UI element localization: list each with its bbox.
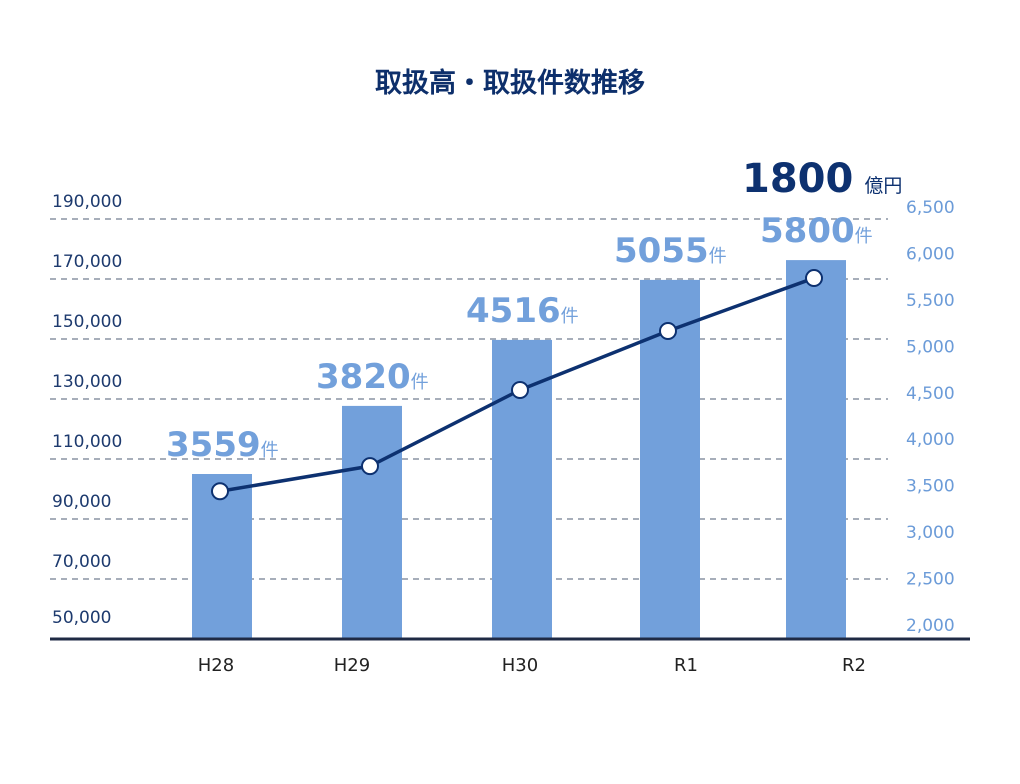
data-label-unit: 件 [561,306,579,327]
line-series [211,269,823,501]
left-tick-label: 190,000 [52,192,122,212]
data-label-value: 3559 [166,425,261,465]
data-label-value: 5800 [760,211,855,251]
x-tick-label: R2 [842,655,866,676]
x-axis: H28 H29 H30 R1 R2 [198,655,866,676]
x-tick-label: H28 [198,655,234,676]
data-label: 5800件 [760,211,873,251]
data-label-unit: 件 [261,440,279,461]
line-point [805,269,823,288]
highlight-unit: 億円 [864,175,902,197]
bar [192,474,252,639]
left-tick-label: 130,000 [52,372,122,392]
data-label-value: 5055 [614,231,709,271]
x-tick-label: H29 [334,655,370,676]
left-tick-label: 70,000 [52,552,111,572]
left-tick-label: 150,000 [52,312,122,332]
right-tick-label: 4,000 [906,430,955,450]
left-tick-label: 50,000 [52,608,111,628]
data-label-unit: 件 [709,246,727,267]
right-tick-label: 5,500 [906,291,955,311]
data-label-unit: 件 [411,372,429,393]
highlight-label: 1800 億円 [742,156,902,202]
left-tick-label: 170,000 [52,252,122,272]
data-label-unit: 件 [855,226,873,247]
gridlines [50,218,888,580]
bar [786,260,846,639]
left-tick-label: 110,000 [52,432,122,452]
data-label: 5055件 [614,231,727,271]
x-tick-label: R1 [674,655,698,676]
left-axis: 50,000 70,000 90,000 110,000 130,000 150,000 1… [52,192,122,628]
right-tick-label: 4,500 [906,384,955,404]
data-label: 4516件 [466,291,579,331]
line-point [511,380,529,399]
right-tick-label: 5,000 [906,337,955,357]
line-point [211,482,229,501]
right-tick-label: 3,000 [906,523,955,543]
bar [342,405,402,639]
data-label-value: 4516 [466,291,561,331]
data-label: 3820件 [316,357,429,397]
right-tick-label: 6,000 [906,244,955,264]
highlight-value: 1800 [742,156,853,202]
x-tick-label: H30 [502,655,538,676]
right-axis: 2,000 2,500 3,000 3,500 4,000 4,500 5,000 5,500… [906,198,955,636]
line-point [361,457,379,476]
chart-title: 取扱高・取扱件数推移 [375,67,645,99]
data-label-value: 3820 [316,357,411,397]
right-tick-label: 3,500 [906,477,955,497]
right-tick-label: 6,500 [906,198,955,218]
line-point [659,322,677,341]
left-tick-label: 90,000 [52,492,111,512]
data-label: 3559件 [166,425,279,465]
right-tick-label: 2,500 [906,570,955,590]
right-tick-label: 2,000 [906,616,955,636]
